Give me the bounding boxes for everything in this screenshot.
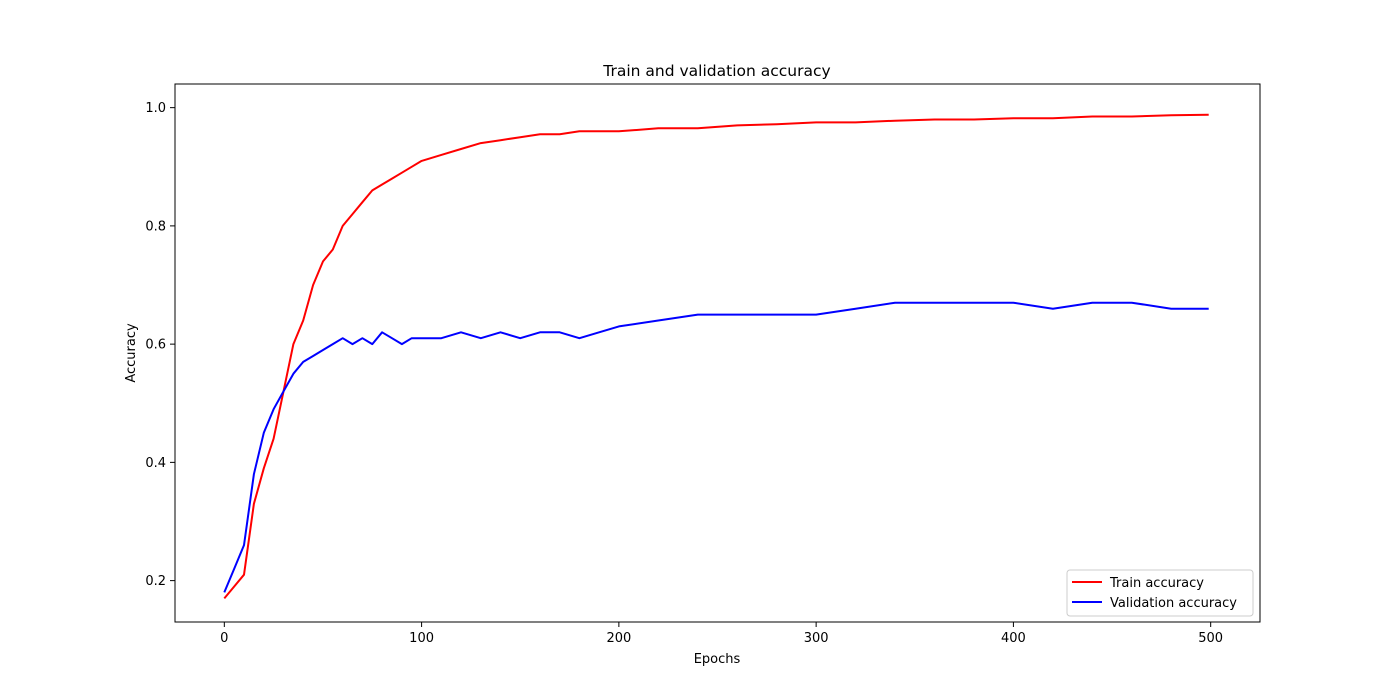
- x-tick-label: 300: [804, 631, 829, 646]
- x-axis: 0 100 200 300 400 500: [220, 622, 1223, 646]
- legend: Train accuracy Validation accuracy: [1066, 569, 1254, 617]
- legend-label-validation: Validation accuracy: [1110, 596, 1237, 611]
- y-tick-label: 0.6: [145, 338, 166, 353]
- y-axis-label: Accuracy: [124, 323, 139, 383]
- y-tick-label: 0.2: [145, 574, 166, 589]
- x-tick-label: 100: [409, 631, 434, 646]
- y-tick-label: 0.8: [145, 219, 166, 234]
- legend-box: [1066, 569, 1254, 617]
- series-validation-accuracy-line: [223, 301, 1209, 593]
- chart-title: Train and validation accuracy: [602, 62, 830, 80]
- y-axis: 0.2 0.4 0.6 0.8 1.0: [145, 101, 175, 589]
- y-tick-label: 0.4: [145, 456, 166, 471]
- series-layer: [223, 113, 1209, 600]
- x-tick-label: 500: [1198, 631, 1223, 646]
- x-tick-label: 200: [606, 631, 631, 646]
- series-train-accuracy-line: [223, 113, 1209, 600]
- x-tick-label: 0: [220, 631, 228, 646]
- plot-frame: [174, 83, 1261, 623]
- legend-label-train: Train accuracy: [1109, 576, 1204, 591]
- x-axis-label: Epochs: [694, 652, 741, 667]
- x-tick-label: 400: [1001, 631, 1026, 646]
- y-tick-label: 1.0: [145, 101, 166, 116]
